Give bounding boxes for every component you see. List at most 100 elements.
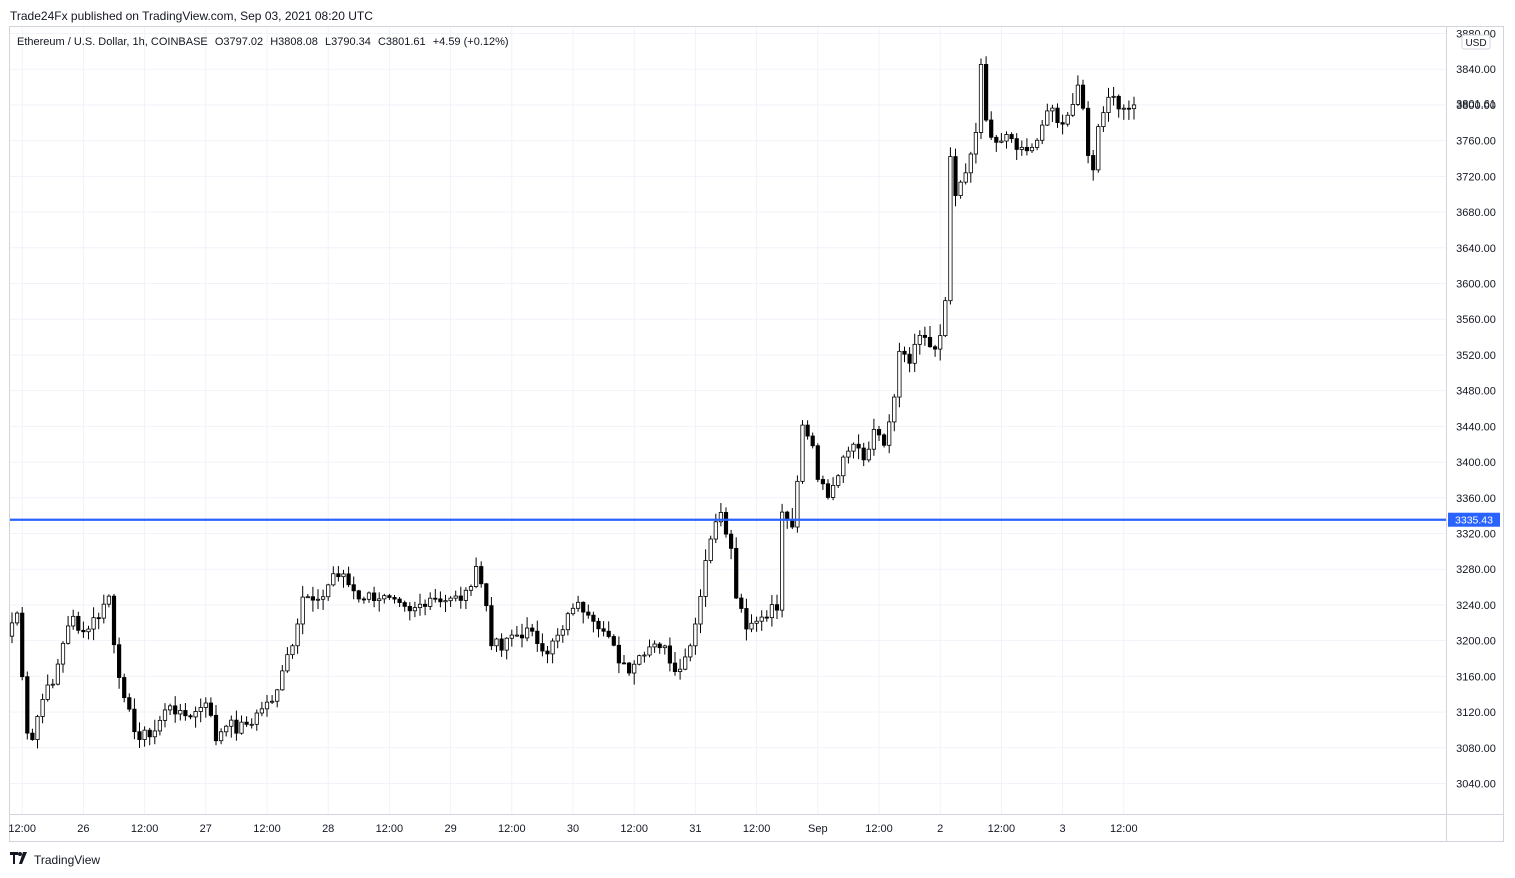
candle-body-down (621, 662, 627, 665)
x-tick-label: 26 (77, 823, 89, 835)
candle-body-down (173, 705, 178, 715)
candle-body-up (162, 709, 168, 721)
candle-body-up (1029, 146, 1035, 152)
candle-body-down (902, 350, 907, 355)
candle-body-up (229, 719, 234, 727)
candle-body-up (412, 607, 418, 612)
candle-body-up (254, 712, 259, 725)
candle-body-up (565, 613, 571, 631)
candle-body-up (831, 484, 836, 498)
candle-body-up (749, 622, 754, 630)
y-tick-label: 3720.00 (1456, 171, 1496, 183)
y-tick-label: 3600.00 (1456, 279, 1496, 291)
candle-body-down (361, 598, 367, 601)
candle-body-up (1131, 104, 1137, 110)
candle-body-up (91, 617, 96, 630)
candle-body-up (198, 707, 203, 712)
candle-body-up (1096, 126, 1101, 171)
x-tick-label: 12:00 (865, 823, 893, 835)
candle-body-down (402, 602, 407, 607)
candle-body-up (320, 596, 326, 600)
x-tick-label: 28 (322, 823, 334, 835)
candle-body-up (290, 645, 295, 656)
y-tick-label: 3240.00 (1456, 600, 1496, 612)
candle-body-down (530, 627, 535, 632)
currency-badge[interactable] (1461, 34, 1491, 50)
candle-body-up (800, 424, 805, 482)
candle-body-up (1121, 107, 1126, 110)
candle-body-down (1091, 155, 1096, 171)
y-tick-label: 3840.00 (1456, 64, 1496, 76)
support-line-price-tag (1448, 512, 1500, 527)
ohlc-legend: Ethereum / U.S. Dollar, 1h, COINBASE O37… (17, 36, 513, 48)
x-tick-label: Sep (808, 823, 828, 835)
candle-body-up (892, 396, 897, 423)
candle-body-up (897, 350, 902, 398)
candle-body-up (473, 566, 479, 587)
candle-body-down (76, 615, 81, 631)
candle-body-down (734, 547, 739, 599)
candle-body-up (285, 654, 290, 672)
chart-frame[interactable] (9, 26, 1504, 842)
y-tick-label: 3440.00 (1456, 421, 1496, 433)
y-tick-label: 3800.00 (1456, 100, 1496, 112)
candle-body-down (422, 603, 428, 607)
candle-body-up (555, 634, 560, 642)
candle-body-up (866, 448, 871, 461)
candle-body-down (667, 645, 673, 664)
candle-body-down (1055, 107, 1060, 124)
candle-body-up (305, 596, 310, 599)
candle-body-down (591, 614, 596, 622)
candle-body-down (188, 715, 193, 718)
legend-high: H3808.08 (270, 36, 318, 48)
candle-body-down (183, 710, 188, 717)
candle-body-up (259, 708, 265, 714)
candle-body-up (178, 710, 183, 715)
candle-body-up (637, 655, 642, 665)
candle-body-up (71, 615, 76, 627)
candle-body-down (606, 630, 611, 637)
candle-body-up (203, 702, 208, 708)
candle-body-down (499, 638, 504, 651)
candle-body-down (861, 447, 866, 461)
candle-body-down (815, 445, 820, 480)
candle-body-up (570, 607, 576, 615)
candle-body-up (948, 156, 953, 302)
candle-body-down (953, 156, 958, 196)
candle-body-up (463, 589, 469, 601)
candle-body-down (856, 443, 861, 449)
candle-body-down (927, 337, 933, 348)
candle-body-up (514, 634, 520, 637)
candle-body-down (137, 731, 142, 740)
candle-body-up (366, 592, 372, 600)
candle-body-down (310, 596, 316, 601)
candle-body-up (269, 700, 275, 703)
candle-body-up (101, 603, 106, 619)
candle-body-up (1101, 112, 1106, 128)
candle-body-up (14, 612, 20, 624)
x-tick-label: 12:00 (988, 823, 1016, 835)
horizontal-line-layer[interactable]: 3335.43 (10, 512, 1500, 527)
candle-body-down (1024, 146, 1029, 152)
candle-body-up (550, 640, 555, 655)
candle-body-up (576, 601, 581, 609)
x-tick-label: 2 (937, 823, 943, 835)
x-tick-label: 12:00 (131, 823, 159, 835)
legend-low: L3790.34 (324, 36, 371, 48)
candle-body-down (601, 628, 606, 632)
candle-body-down (438, 598, 443, 603)
candle-body-up (428, 597, 433, 607)
candle-body-up (851, 443, 856, 452)
candle-body-down (984, 64, 989, 121)
candle-body-down (723, 512, 729, 535)
candle-body-down (933, 346, 938, 350)
x-tick-label: 27 (200, 823, 212, 835)
candle-body-down (586, 611, 591, 616)
candle-body-up (958, 181, 963, 196)
candle-body-up (999, 140, 1004, 143)
candle-body-up (152, 730, 157, 738)
candle-body-down (127, 697, 132, 710)
candle-body-up (973, 132, 979, 155)
candle-body-up (45, 684, 50, 700)
